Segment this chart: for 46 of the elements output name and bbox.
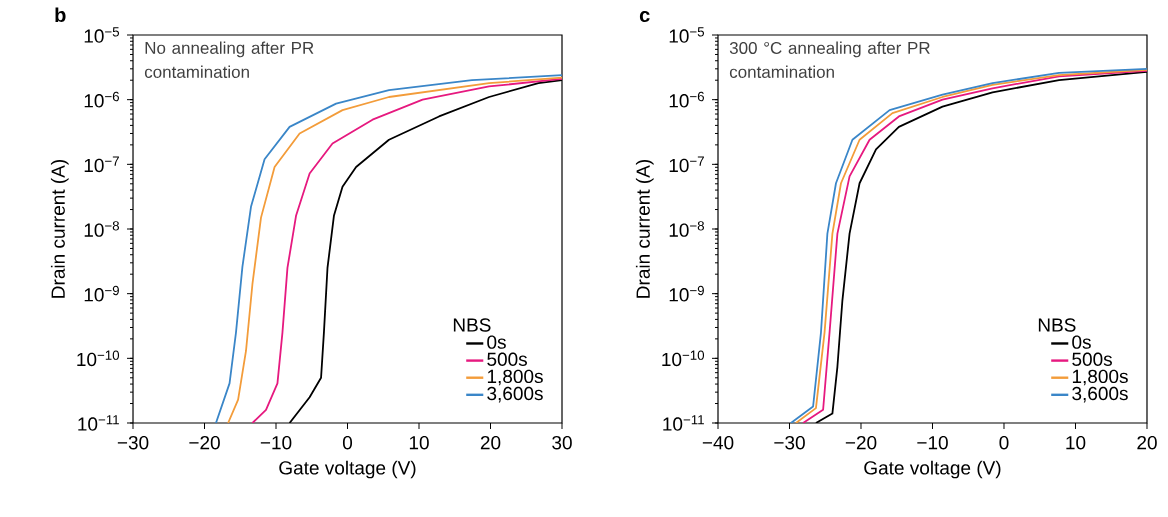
x-tick-label: 10 xyxy=(1066,435,1086,450)
y-tick-label: 10$^{−6}$ xyxy=(669,91,704,108)
x-tick-label: 20 xyxy=(480,435,501,450)
x-axis-title: Gate voltage (V) xyxy=(864,460,1001,479)
y-tick-label: 10$^{−7}$ xyxy=(84,156,119,173)
legend-label: 1,800s xyxy=(487,369,543,386)
y-tick-label: 10$^{−5}$ xyxy=(84,27,120,43)
y-tick-label: 10$^{−5}$ xyxy=(669,27,705,43)
y-tick-label: 10$^{−8}$ xyxy=(669,221,704,237)
legend-label: 500s xyxy=(1072,352,1112,366)
annotation: 300 °C annealing after PR contamination xyxy=(729,41,930,78)
y-tick-label: 10$^{−9}$ xyxy=(84,285,119,302)
x-tick-label: 0 xyxy=(342,435,353,450)
x-tick-label: 20 xyxy=(1137,435,1157,450)
y-tick-label: 10$^{−8}$ xyxy=(84,221,120,237)
legend-label: 0s xyxy=(1072,335,1091,349)
y-tick-label: 10$^{−9}$ xyxy=(669,285,704,302)
x-tick-label: 0 xyxy=(999,435,1009,450)
y-tick-label: 10$^{−10}$ xyxy=(662,350,705,367)
legend-label: 500s xyxy=(487,352,527,366)
x-tick-label: −40 xyxy=(702,435,734,450)
y-tick-label: 10$^{−7}$ xyxy=(669,156,704,173)
legend-label: 3,600s xyxy=(1072,386,1128,403)
x-tick-label: −10 xyxy=(917,435,948,450)
legend-label: 0s xyxy=(487,335,506,349)
legend-label: 3,600s xyxy=(487,386,543,403)
x-tick-label: 30 xyxy=(552,435,572,450)
x-tick-label: −10 xyxy=(260,435,292,450)
y-tick-label: 10$^{−11}$ xyxy=(663,415,704,431)
y-tick-label: 10$^{−11}$ xyxy=(78,415,119,431)
annotation: No annealing after PR contamination xyxy=(144,41,314,78)
y-tick-label: 10$^{−10}$ xyxy=(77,350,120,367)
x-tick-label: −20 xyxy=(189,435,220,450)
legend-title: NBS xyxy=(453,318,491,332)
chart-title: b xyxy=(55,7,66,23)
y-tick-label: 10$^{−6}$ xyxy=(84,91,119,108)
x-tick-label: −30 xyxy=(774,435,805,450)
x-tick-label: 10 xyxy=(409,435,429,450)
y-axis-title: Drain current (A) xyxy=(635,160,654,298)
legend-label: 1,800s xyxy=(1072,369,1128,386)
x-axis-title: Gate voltage (V) xyxy=(279,460,416,479)
x-tick-label: −20 xyxy=(845,435,877,450)
y-axis-title: Drain current (A) xyxy=(50,160,69,298)
x-tick-label: −30 xyxy=(117,435,149,450)
chart-title: c xyxy=(639,11,650,23)
legend-title: NBS xyxy=(1038,318,1076,332)
